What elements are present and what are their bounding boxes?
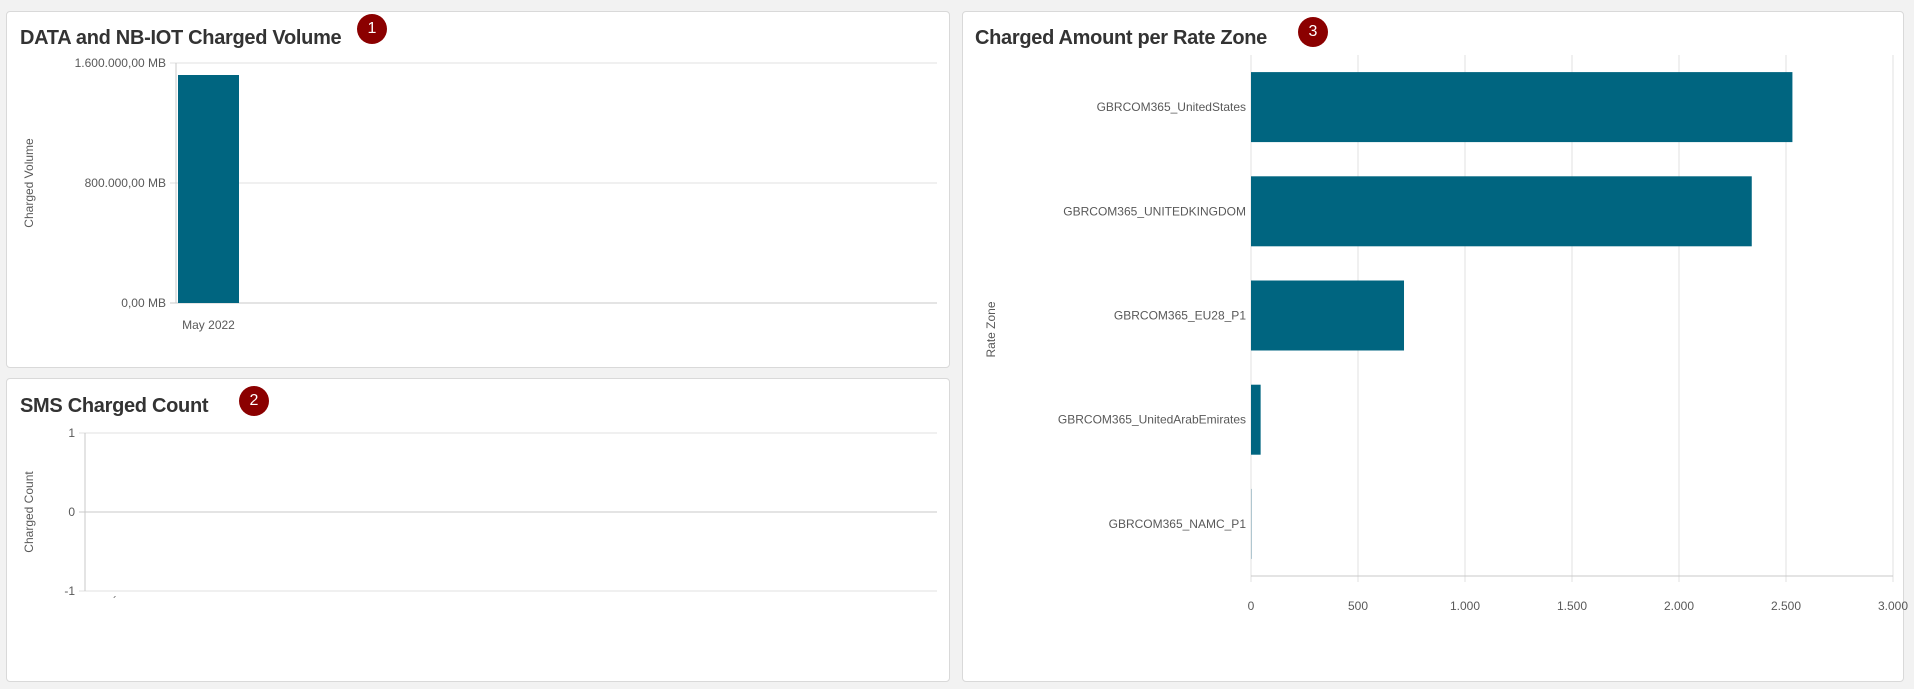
chart-title: SMS Charged Count: [20, 395, 209, 417]
panel-rate-zone: Charged Amount per Rate Zone 3 0 500 1.000…: [962, 11, 1908, 682]
x-tick-label: 1.000: [1450, 599, 1480, 613]
panel-charged-volume: DATA and NB-IOT Charged Volume 1 0,00 MB…: [6, 11, 950, 368]
x-tick-label: May 2022: [182, 318, 235, 332]
y-tick-label: GBRCOM365_NAMC_P1: [1109, 517, 1247, 531]
y-tick-label: -1: [64, 584, 75, 598]
x-tick-label: 3.000: [1878, 599, 1908, 613]
bar: [178, 75, 239, 303]
x-tick-label: 500: [1348, 599, 1368, 613]
x-tick-label: 2.000: [1664, 599, 1694, 613]
chart-title: Charged Amount per Rate Zone: [975, 27, 1267, 49]
bar: [1251, 280, 1405, 351]
badge-2: 2: [239, 386, 269, 416]
bar: [1251, 72, 1793, 143]
y-tick-label: GBRCOM365_EU28_P1: [1114, 309, 1246, 323]
x-tick-label: ´: [113, 594, 117, 608]
chart-title: DATA and NB-IOT Charged Volume: [20, 27, 342, 49]
badge-3: 3: [1298, 17, 1328, 47]
y-axis-title: Rate Zone: [984, 301, 998, 357]
y-tick-label: 0,00 MB: [121, 296, 166, 310]
y-tick-label: 1.600.000,00 MB: [75, 56, 166, 70]
bar: [1251, 384, 1261, 455]
panel-sms-count: SMS Charged Count 2 -1 0 1 Charged Count ´: [6, 378, 950, 682]
sms-chart: -1 0 1 Charged Count ´: [22, 426, 937, 608]
bar: [1251, 488, 1252, 559]
rate-zone-chart: 0 500 1.000 1.500 2.000 2.500 3.000 GBRCOM365_U…: [984, 55, 1908, 613]
y-tick-label: GBRCOM365_UnitedStates: [1097, 100, 1246, 114]
y-tick-label: GBRCOM365_UnitedArabEmirates: [1058, 413, 1246, 427]
y-tick-label: 800.000,00 MB: [85, 176, 166, 190]
y-tick-label: 1: [68, 426, 75, 440]
x-tick-label: 1.500: [1557, 599, 1587, 613]
y-tick-label: 0: [68, 505, 75, 519]
x-tick-label: 2.500: [1771, 599, 1801, 613]
y-axis-title: Charged Volume: [22, 138, 36, 228]
bar: [1251, 176, 1752, 247]
volume-chart: 0,00 MB 800.000,00 MB 1.600.000,00 MB Charg…: [22, 56, 937, 332]
badge-1: 1: [357, 14, 387, 44]
x-tick-label: 0: [1248, 599, 1255, 613]
y-tick-label: GBRCOM365_UNITEDKINGDOM: [1063, 204, 1246, 218]
y-axis-title: Charged Count: [22, 471, 36, 553]
